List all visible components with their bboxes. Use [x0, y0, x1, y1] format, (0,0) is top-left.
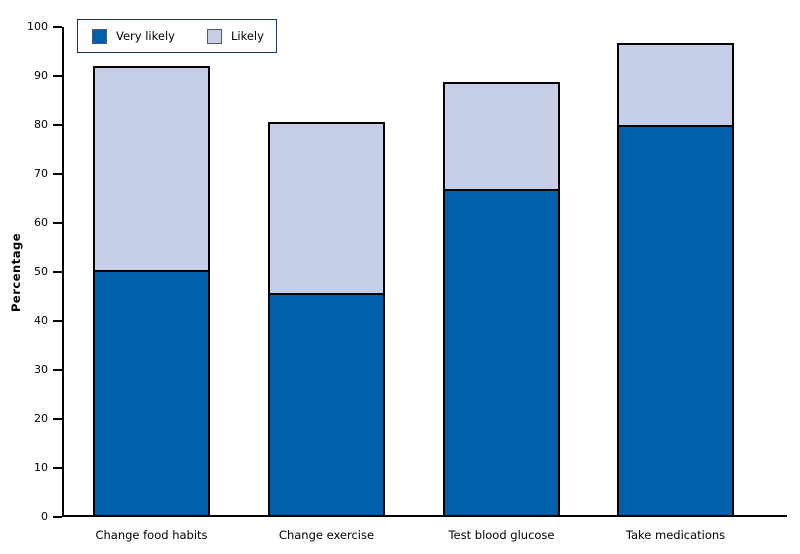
y-tick-label-60: 60 [34, 216, 48, 229]
y-tick-label-70: 70 [34, 167, 48, 180]
segment-likely-change-exercise [270, 124, 383, 298]
segment-very-likely-change-food-habits [95, 269, 208, 515]
legend-item-likely: Likely [206, 28, 264, 44]
segment-likely-change-food-habits [95, 68, 208, 274]
bar-change-exercise [268, 122, 385, 517]
y-tick-10 [53, 467, 62, 469]
y-tick-label-50: 50 [34, 265, 48, 278]
y-tick-label-40: 40 [34, 314, 48, 327]
y-tick-label-100: 100 [27, 20, 48, 33]
legend-item-very-likely: Very likely [92, 28, 175, 44]
bar-change-food-habits [93, 66, 210, 517]
bar-take-medications [617, 42, 734, 517]
legend-swatch-very-likely [92, 28, 107, 44]
legend-label-very-likely: Very likely [116, 29, 175, 43]
segment-very-likely-take-medications [619, 125, 732, 515]
y-tick-label-30: 30 [34, 363, 48, 376]
x-axis-label-change-food-habits: Change food habits [95, 528, 208, 542]
segment-likely-take-medications [619, 44, 732, 130]
x-axis-line [62, 515, 787, 517]
x-axis-label-change-exercise: Change exercise [278, 528, 375, 542]
segment-very-likely-test-blood-glucose [445, 189, 558, 515]
y-tick-label-0: 0 [41, 510, 48, 523]
y-tick-100 [53, 26, 62, 28]
x-axis-label-take-medications: Take medications [625, 528, 726, 542]
y-tick-label-80: 80 [34, 118, 48, 131]
y-tick-70 [53, 173, 62, 175]
bar-test-blood-glucose [443, 81, 560, 517]
legend-swatch-likely [206, 28, 222, 44]
y-tick-label-90: 90 [34, 69, 48, 82]
y-tick-40 [53, 320, 62, 322]
legend: Very likely Likely [77, 19, 277, 53]
y-tick-90 [53, 75, 62, 77]
segment-very-likely-change-exercise [270, 293, 383, 515]
y-axis-line [62, 27, 64, 517]
y-tick-60 [53, 222, 62, 224]
segment-likely-test-blood-glucose [445, 83, 558, 194]
legend-label-likely: Likely [230, 29, 264, 43]
y-tick-0 [53, 516, 62, 518]
y-tick-30 [53, 369, 62, 371]
x-axis-label-test-blood-glucose: Test blood glucose [448, 528, 555, 542]
y-tick-50 [53, 271, 62, 273]
y-tick-80 [53, 124, 62, 126]
y-tick-20 [53, 418, 62, 420]
y-tick-label-20: 20 [34, 412, 48, 425]
y-tick-label-10: 10 [34, 461, 48, 474]
